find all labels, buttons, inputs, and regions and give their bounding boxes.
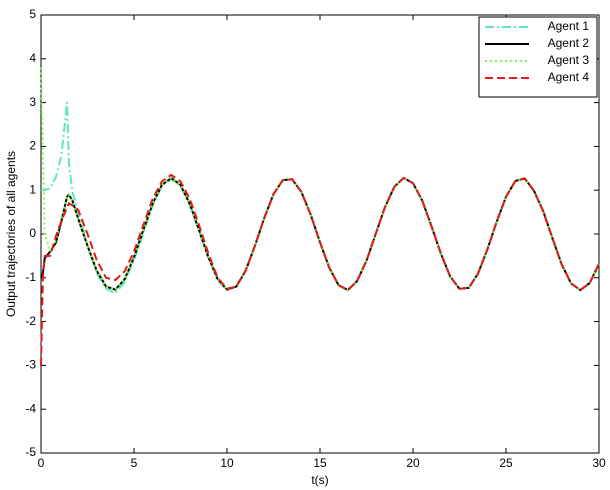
x-axis-label: t(s) <box>311 473 328 487</box>
legend-label: Agent 2 <box>548 36 590 50</box>
y-tick-label: 1 <box>29 182 36 196</box>
y-tick-label: 5 <box>29 7 36 21</box>
x-tick-label: 25 <box>499 456 513 470</box>
y-tick-label: -5 <box>25 445 36 459</box>
y-tick-label: -3 <box>25 358 36 372</box>
y-tick-label: 4 <box>29 51 36 65</box>
series-line <box>40 173 600 366</box>
x-tick-label: 15 <box>313 456 327 470</box>
plot-area <box>40 14 600 454</box>
legend-box <box>478 16 598 98</box>
x-tick-label: 30 <box>592 456 606 470</box>
x-tick-label: 10 <box>220 456 234 470</box>
y-tick-label: -2 <box>25 314 36 328</box>
legend-label: Agent 4 <box>548 70 590 84</box>
legend-label: Agent 1 <box>548 19 590 33</box>
y-tick-label: -4 <box>25 401 36 415</box>
y-axis-label: Output trajectories of all agents <box>4 151 18 317</box>
y-tick-label: -1 <box>25 270 36 284</box>
x-tick-label: 20 <box>406 456 420 470</box>
y-tick-label: 0 <box>29 226 36 240</box>
legend-label: Agent 3 <box>548 53 590 67</box>
y-tick-label: 2 <box>29 139 36 153</box>
x-tick-label: 0 <box>38 456 45 470</box>
y-tick-label: 3 <box>29 95 36 109</box>
x-tick-label: 5 <box>131 456 138 470</box>
